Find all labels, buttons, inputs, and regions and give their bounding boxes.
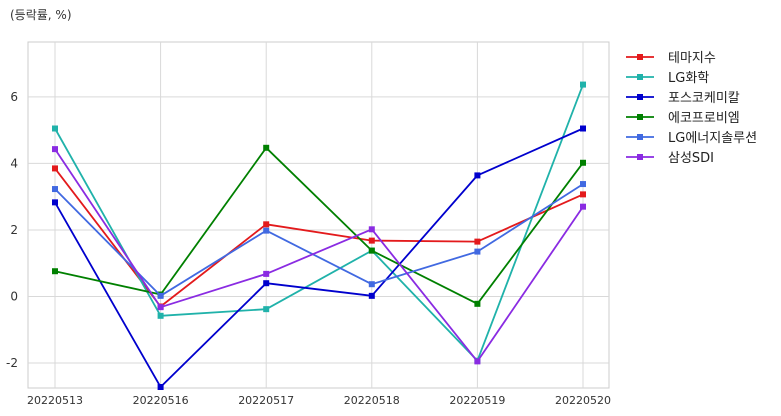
series-1-point xyxy=(368,237,375,244)
series-2-point xyxy=(52,125,58,132)
legend-label-4: 에코프로비엠 xyxy=(668,111,740,126)
series-5-point xyxy=(474,248,481,255)
legend-marker-4 xyxy=(637,114,643,120)
y-tick-label: 4 xyxy=(10,156,18,170)
series-5-point xyxy=(368,281,375,288)
series-3-point xyxy=(580,125,586,132)
series-line-6 xyxy=(54,148,584,363)
x-tick-label: 20220517 xyxy=(238,394,294,407)
series-3-point xyxy=(263,280,270,287)
series-5-point xyxy=(157,292,164,299)
x-tick-label: 20220516 xyxy=(133,394,189,407)
series-line-2 xyxy=(54,84,584,362)
y-unit-label: (등락률, %) xyxy=(10,8,72,22)
y-tick-label: -2 xyxy=(6,356,18,370)
legend-label-6: 삼성SDI xyxy=(668,151,714,166)
series-3-point xyxy=(52,199,58,206)
series-line-4 xyxy=(54,146,584,305)
series-1-point xyxy=(474,238,481,245)
series-3-point xyxy=(368,292,375,299)
series-5-point xyxy=(580,181,586,188)
series-5-point xyxy=(52,186,58,193)
series-6-point xyxy=(52,146,58,153)
series-6-point xyxy=(474,358,481,365)
series-4-point xyxy=(580,159,586,166)
legend-marker-1 xyxy=(637,54,643,60)
series-2-point xyxy=(580,81,586,88)
series-2-point xyxy=(157,312,164,319)
x-tick-label: 20220518 xyxy=(344,394,400,407)
series-6-point xyxy=(157,304,164,311)
series-6-point xyxy=(368,226,375,233)
series-line-5 xyxy=(54,183,584,297)
legend-label-2: LG화학 xyxy=(668,71,709,86)
x-tick-label: 20220520 xyxy=(555,394,611,407)
series-6-point xyxy=(263,270,270,277)
series-6-point xyxy=(580,203,586,210)
series-1-point xyxy=(580,191,586,198)
y-tick-label: 6 xyxy=(10,90,18,104)
series-4-point xyxy=(368,247,375,254)
series-4-point xyxy=(263,144,270,151)
series-1-point xyxy=(263,221,270,228)
legend-marker-2 xyxy=(637,74,643,80)
x-tick-label: 20220513 xyxy=(27,394,83,407)
series-line-3 xyxy=(54,127,584,388)
legend-marker-6 xyxy=(637,154,643,160)
legend-marker-3 xyxy=(637,94,643,100)
series-2-point xyxy=(263,306,270,313)
y-tick-label: 2 xyxy=(10,223,18,237)
series-3-point xyxy=(474,172,481,179)
plot-area xyxy=(27,41,610,389)
legend-marker-5 xyxy=(637,134,643,140)
series-1-point xyxy=(52,165,58,172)
series-5-point xyxy=(263,227,270,234)
series-4-point xyxy=(52,268,58,275)
legend-label-5: LG에너지솔루션 xyxy=(668,131,757,146)
series-3-point xyxy=(157,384,164,391)
legend-label-3: 포스코케미칼 xyxy=(668,91,740,106)
x-tick-label: 20220519 xyxy=(449,394,505,407)
legend-label-1: 테마지수 xyxy=(668,51,716,66)
series-4-point xyxy=(474,300,481,307)
y-tick-label: 0 xyxy=(10,290,18,304)
